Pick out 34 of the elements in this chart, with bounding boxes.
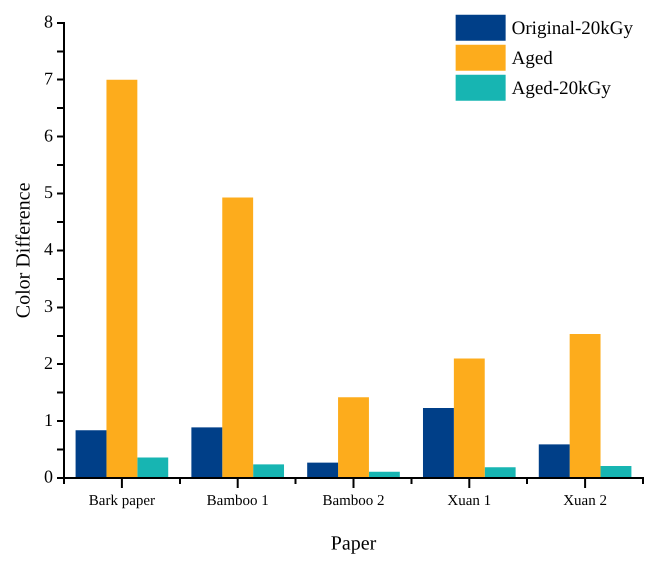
y-tick-label: 3 bbox=[44, 296, 53, 316]
y-tick-label: 5 bbox=[44, 182, 53, 202]
y-tick-label: 6 bbox=[44, 125, 53, 146]
y-tick-label: 0 bbox=[44, 466, 53, 487]
bar bbox=[191, 427, 222, 477]
bar bbox=[538, 444, 570, 477]
x-tick-label: Bark paper bbox=[88, 492, 156, 509]
bar bbox=[600, 466, 632, 477]
y-tick-label: 1 bbox=[44, 410, 53, 430]
x-tick-label: Bamboo 2 bbox=[322, 492, 385, 509]
y-tick-label: 8 bbox=[44, 12, 53, 32]
bar bbox=[570, 334, 601, 477]
bar bbox=[222, 197, 254, 477]
bar bbox=[368, 472, 400, 477]
x-axis-title: Paper bbox=[330, 532, 377, 554]
bar bbox=[106, 80, 138, 477]
legend-label: Aged-20kGy bbox=[512, 78, 612, 99]
bar bbox=[454, 358, 485, 477]
y-axis-title: Color Difference bbox=[12, 182, 34, 318]
legend-label: Aged bbox=[512, 48, 554, 69]
x-tick-label: Bamboo 1 bbox=[206, 492, 269, 509]
bar bbox=[422, 408, 454, 477]
legend-label: Original-20kGy bbox=[512, 18, 634, 39]
bar bbox=[338, 397, 369, 477]
bar bbox=[253, 464, 284, 477]
y-tick-label: 7 bbox=[44, 68, 53, 88]
bar bbox=[484, 467, 516, 477]
bar bbox=[137, 458, 168, 477]
y-tick-label: 4 bbox=[44, 239, 53, 260]
bar bbox=[307, 462, 338, 477]
x-tick-label: Xuan 2 bbox=[563, 492, 607, 509]
y-tick-label: 2 bbox=[44, 352, 53, 373]
x-tick-label: Xuan 1 bbox=[447, 492, 492, 509]
bar bbox=[76, 430, 106, 477]
